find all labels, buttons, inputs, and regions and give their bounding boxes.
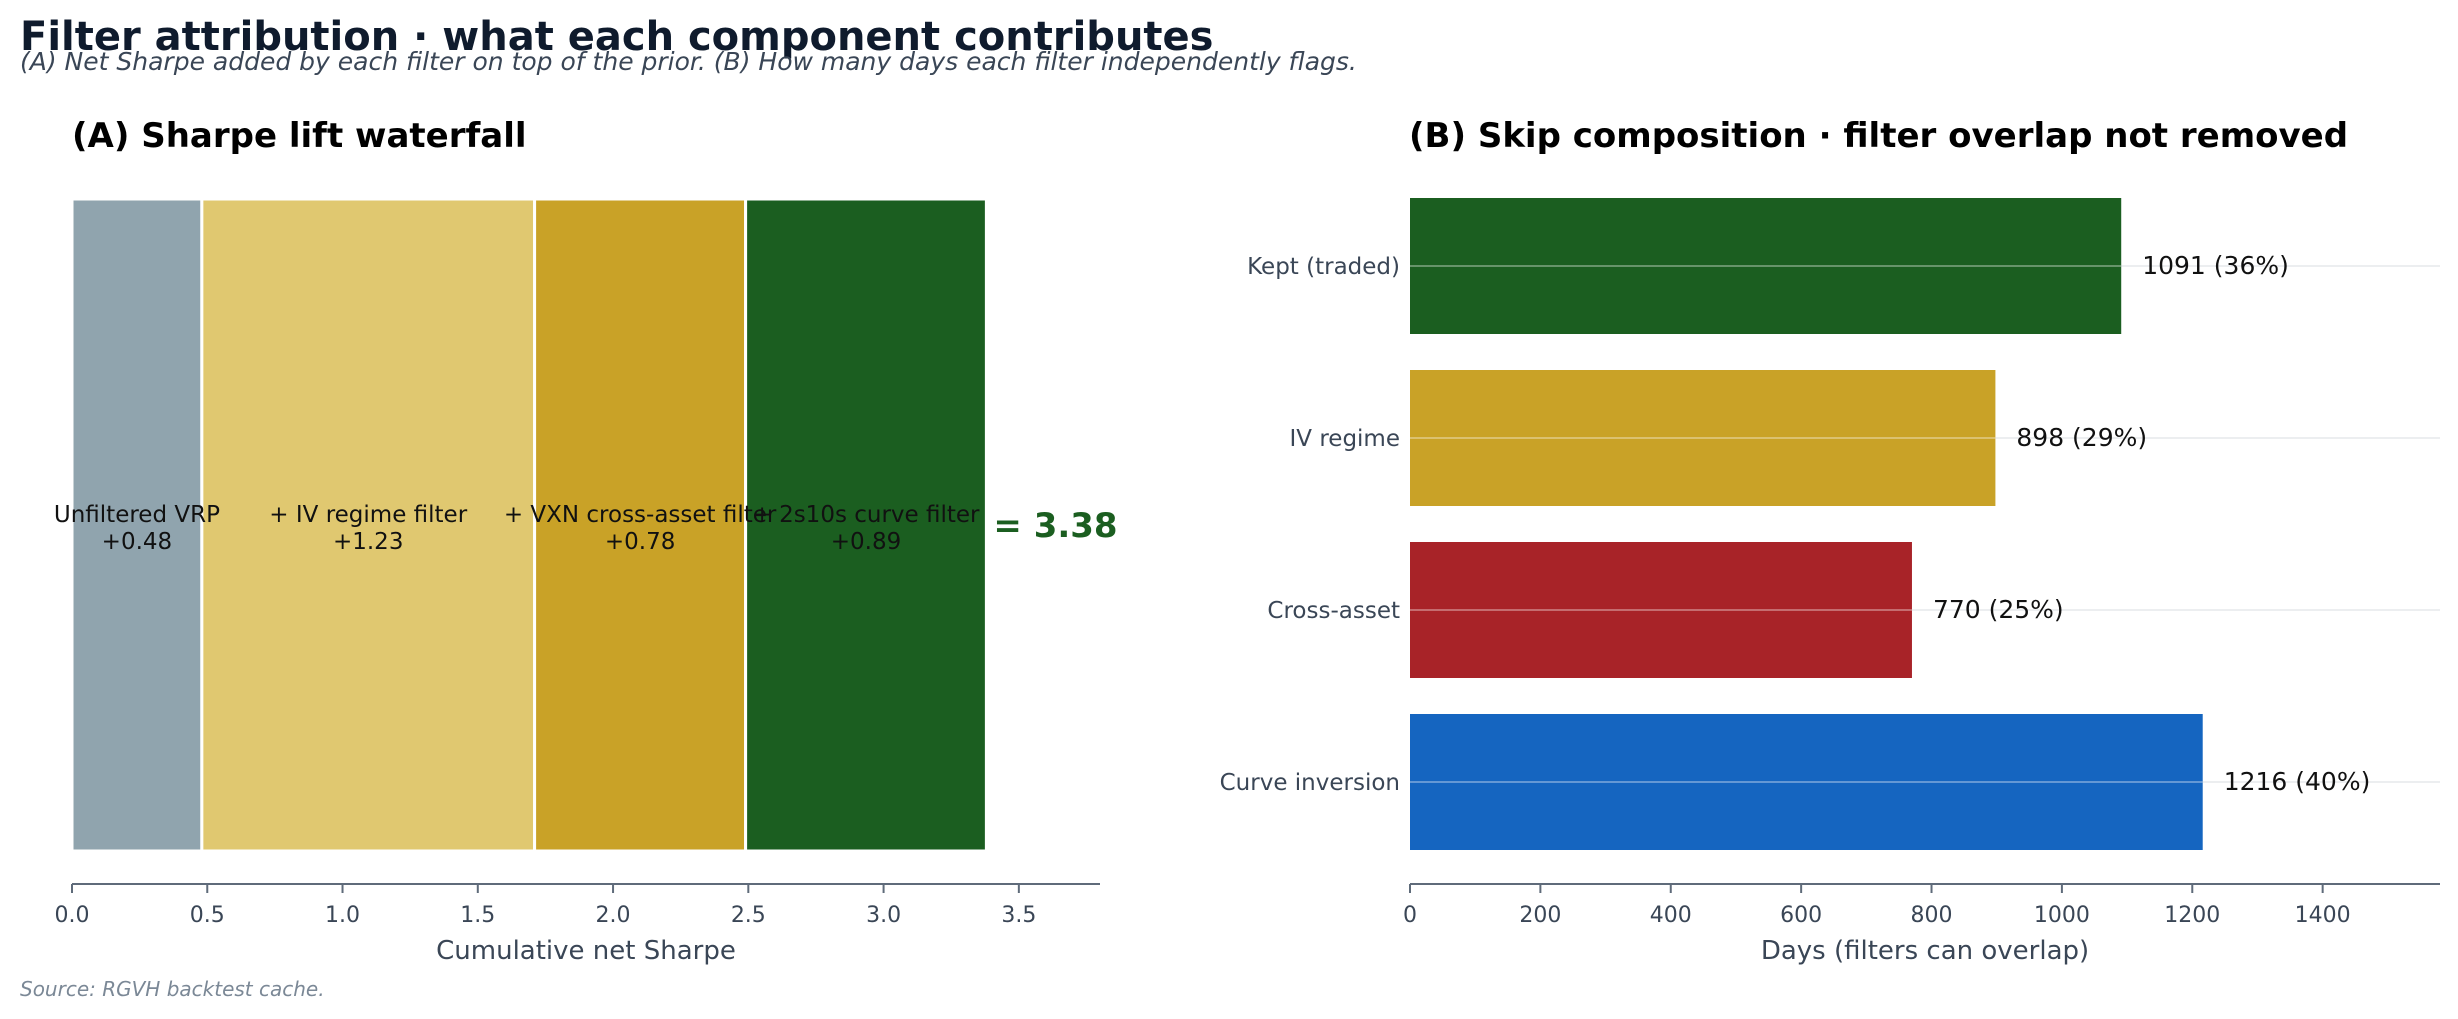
panel-a-tick-label: 1.0 — [325, 903, 360, 928]
category-label-1: Kept (traded) — [1247, 254, 1400, 280]
waterfall-segment-value-2: +1.23 — [333, 529, 403, 555]
panel-b-value-labels: 1091 (36%) 898 (29%) 770 (25%) 1216 (40%) — [1933, 251, 2370, 796]
panel-b-title: (B) Skip composition · filter overlap no… — [1409, 116, 2348, 156]
panel-a-x-ticks: 0.0 0.5 1.0 1.5 2.0 2.5 3.0 3.5 — [55, 884, 1036, 928]
waterfall-segment-value-3: +0.78 — [605, 529, 675, 555]
panel-a-tick-label: 1.5 — [460, 903, 495, 928]
panel-b-tick-label: 200 — [1519, 903, 1561, 928]
total-sharpe-label: = 3.38 — [993, 506, 1117, 546]
panel-a-waterfall: (A) Sharpe lift waterfall Unfiltered VRP… — [54, 116, 1118, 966]
value-label-4: 1216 (40%) — [2224, 767, 2371, 796]
panel-a-segment-labels: Unfiltered VRP+0.48 + IV regime filter+1.… — [54, 502, 980, 555]
panel-b-category-labels: Kept (traded) IV regime Cross-asset Curve i… — [1220, 254, 1400, 796]
panel-b-tick-label: 400 — [1650, 903, 1692, 928]
waterfall-segment-name-2: + IV regime filter — [269, 502, 467, 528]
panel-b-x-ticks: 0 200 400 600 800 1000 1200 1400 — [1403, 884, 2351, 928]
waterfall-segment-2 — [200, 197, 537, 853]
skip-bar-2 — [1410, 370, 1996, 506]
panel-a-tick-label: 0.5 — [190, 903, 225, 928]
panel-a-tick-label: 3.0 — [866, 903, 901, 928]
panel-b-gridlines — [1410, 265, 2440, 783]
panel-b-tick-label: 0 — [1403, 903, 1417, 928]
waterfall-segment-4 — [744, 197, 988, 853]
waterfall-segment-1 — [70, 197, 204, 853]
panel-b-x-axis-label: Days (filters can overlap) — [1761, 936, 2089, 966]
value-label-3: 770 (25%) — [1933, 595, 2064, 624]
skip-bar-4 — [1410, 714, 2203, 850]
category-label-2: IV regime — [1290, 426, 1400, 452]
panel-b-tick-label: 600 — [1780, 903, 1822, 928]
category-label-4: Curve inversion — [1220, 770, 1400, 796]
waterfall-segment-3 — [533, 197, 748, 853]
waterfall-segment-name-1: Unfiltered VRP — [54, 502, 220, 528]
skip-bar-3 — [1410, 542, 1912, 678]
figure-title: Filter attribution · what each component… — [20, 14, 1213, 60]
panel-a-tick-label: 0.0 — [55, 903, 90, 928]
panel-b-tick-label: 1400 — [2295, 903, 2351, 928]
panel-a-tick-label: 3.5 — [1001, 903, 1036, 928]
panel-b-tick-label: 1000 — [2034, 903, 2090, 928]
value-label-1: 1091 (36%) — [2142, 251, 2289, 280]
panel-b-bars — [1410, 198, 2203, 850]
panel-a-x-axis-label: Cumulative net Sharpe — [436, 936, 736, 966]
panel-a-title: (A) Sharpe lift waterfall — [72, 116, 527, 156]
source-note: Source: RGVH backtest cache. — [20, 977, 325, 1001]
panel-b-bar-centerlines — [1410, 265, 2203, 783]
panel-a-tick-label: 2.5 — [731, 903, 766, 928]
panel-a-bars — [70, 197, 988, 853]
figure-subtitle: (A) Net Sharpe added by each filter on t… — [20, 47, 1357, 76]
category-label-3: Cross-asset — [1267, 598, 1400, 624]
skip-bar-1 — [1410, 198, 2122, 334]
waterfall-segment-value-1: +0.48 — [102, 529, 172, 555]
waterfall-segment-value-4: +0.89 — [831, 529, 901, 555]
value-label-2: 898 (29%) — [2016, 423, 2147, 452]
panel-b-skip-composition: (B) Skip composition · filter overlap no… — [1220, 116, 2440, 966]
waterfall-segment-name-4: + 2s10s curve filter — [752, 502, 980, 528]
panel-b-tick-label: 800 — [1911, 903, 1953, 928]
panel-a-tick-label: 2.0 — [596, 903, 631, 928]
panel-b-tick-label: 1200 — [2164, 903, 2220, 928]
waterfall-segment-name-3: + VXN cross-asset filter — [504, 502, 777, 528]
